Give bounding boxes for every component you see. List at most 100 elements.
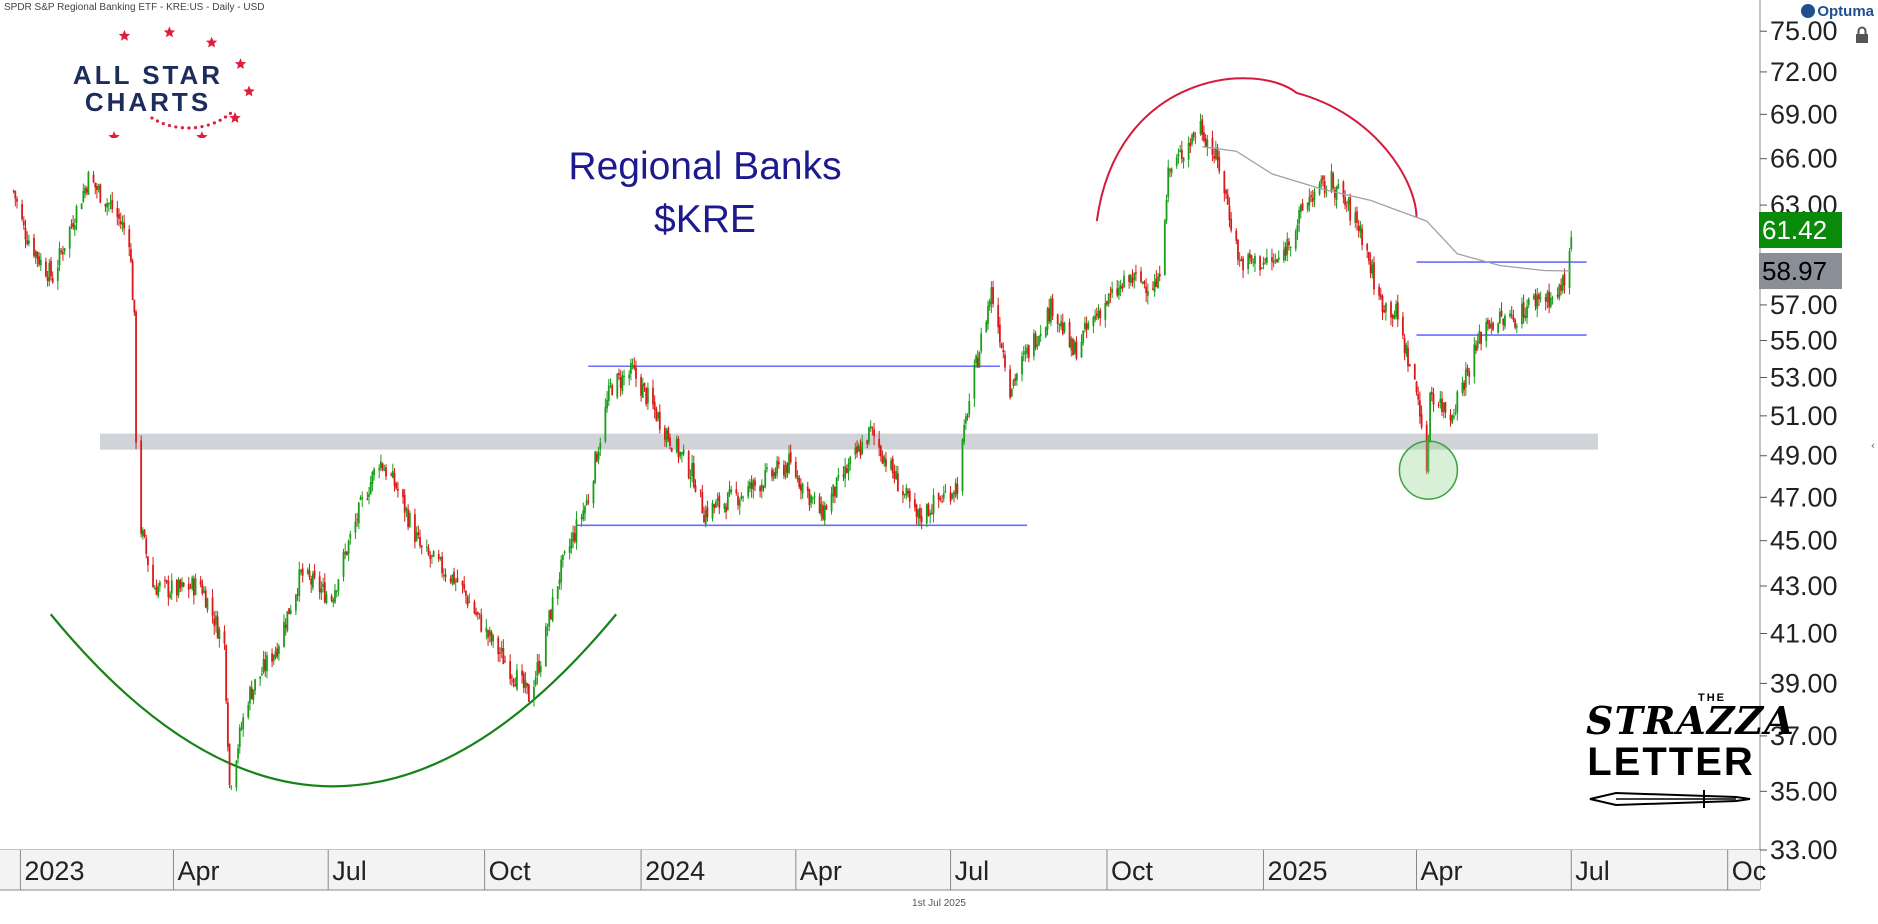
candle-body [885,459,887,467]
candle-body [1021,356,1023,375]
candle-body [1121,286,1124,289]
candle-body [1152,288,1154,290]
candle-body [584,506,586,514]
candle-body [533,686,535,701]
strazza-letter-logo: THE STRAZZA LETTER [1586,688,1794,812]
candle-body [966,415,969,417]
candle-body [259,676,262,679]
candle-body [1051,298,1054,316]
candle-body [1247,254,1250,270]
candle-body [1487,320,1489,325]
candle-body [978,352,981,368]
candle-body [1561,276,1564,291]
candle-body [1277,257,1280,260]
candle-body [147,556,149,566]
candle-body [655,408,658,421]
candle-body [951,494,954,499]
candle-body [750,482,753,489]
candle-body [123,222,126,229]
candle-body [653,401,656,410]
candle-body [1427,440,1430,473]
candle-body [723,503,726,509]
candle-body [1337,184,1340,189]
candle-body [1026,347,1028,354]
candle-body [1437,404,1440,406]
candle-body [895,470,898,480]
candle-body [152,564,154,587]
candle-body [128,229,131,248]
candle-body [764,470,767,487]
candle-body [1085,323,1088,330]
candle-body [772,471,775,479]
candle-body [1049,298,1052,323]
candle-body [1568,251,1571,288]
candle-body [883,456,886,463]
candle-body [847,463,850,473]
y-tick-label: 66.00 [1770,144,1838,174]
y-tick-label: 75.00 [1770,16,1838,46]
candle-body [504,661,506,663]
candle-body [337,579,340,591]
candle-body [1299,204,1302,213]
candle-body [811,497,814,499]
candle-body [325,594,328,603]
candle-body [629,362,632,374]
candle-body [771,469,773,477]
candle-body [502,647,505,665]
candle-body [230,786,233,788]
candle-body [1248,253,1251,259]
candle-body [38,256,41,265]
candle-body [182,582,185,587]
candle-body [1391,315,1394,319]
candle-body [385,467,387,477]
candle-body [908,490,911,502]
strazza-the-text: THE [1698,692,1726,704]
collapse-panel-chevron-icon[interactable]: ‹ [1870,439,1876,452]
candle-body [675,438,678,452]
candle-body [619,377,622,389]
candle-body [1502,319,1505,325]
candle-body [699,489,702,491]
candle-body [868,427,870,443]
lock-icon[interactable] [1854,26,1870,44]
candle-body [524,680,527,689]
candle-body [499,652,501,654]
candle-body [1442,402,1445,412]
candle-body [437,554,440,560]
candle-body [825,505,828,510]
candle-body [643,382,646,387]
candle-body [109,202,112,204]
y-tick-label: 49.00 [1770,441,1838,471]
candle-body [539,665,542,673]
candle-body [657,412,659,419]
candle-body [558,579,561,585]
candle-body [58,248,61,266]
candle-body [454,580,457,583]
candle-body [288,608,290,615]
candle-body [33,237,35,257]
candle-body [623,375,625,378]
candle-body [1361,228,1363,246]
x-tick-label: Oct [1111,856,1154,886]
candle-body [968,400,971,415]
candle-body [480,614,483,632]
candle-body [595,453,598,462]
candle-body [1004,354,1006,368]
candle-body [1306,203,1309,210]
optuma-logo[interactable]: Optuma [1801,3,1874,20]
candle-body [308,570,311,578]
candle-body [917,509,920,518]
candle-body [822,505,824,520]
logo-star-icon [229,112,241,123]
candle-body [1170,168,1173,173]
candle-body [247,704,250,718]
candle-body [1521,303,1523,325]
candle-body [585,499,588,506]
candle-body [1191,134,1193,144]
candle-body [1135,272,1137,274]
candle-body [777,461,780,465]
x-tick-label: Oct [489,856,532,886]
candle-body [1123,275,1125,288]
candle-body [373,469,376,475]
candle-body [73,225,76,230]
